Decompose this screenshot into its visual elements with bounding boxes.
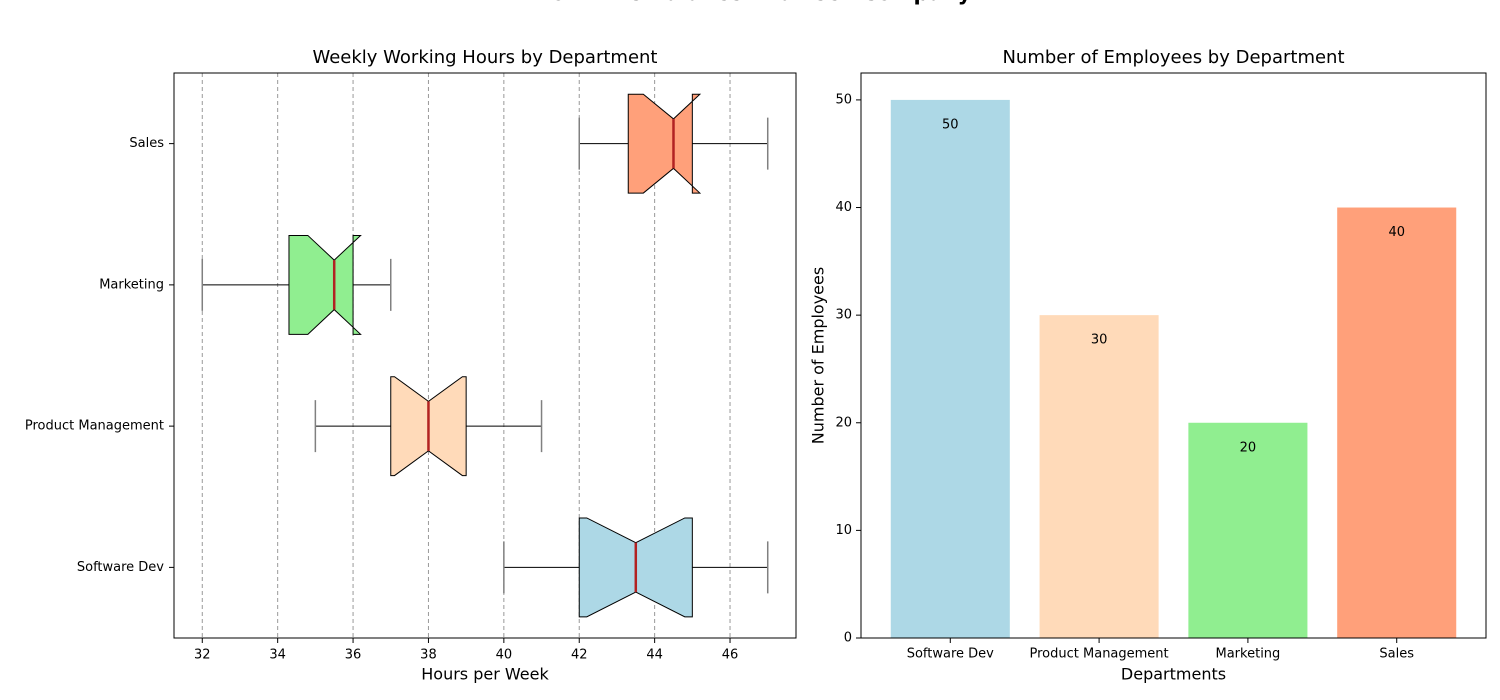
x-tick-label: Marketing [1216,647,1281,662]
x-tick-label: Software Dev [907,647,994,662]
data-label: 20 [1240,440,1257,455]
x-tick-label: 36 [345,648,362,663]
y-tick-label: 20 [835,415,852,430]
box [288,234,362,335]
x-tick-label: 38 [420,648,437,663]
x-tick-label: 40 [496,648,513,663]
plot-frame [860,72,1487,639]
y-tick-label: Sales [129,136,164,151]
bar [890,99,1010,638]
x-tick-label: 42 [571,648,588,663]
y-tick-label: 10 [835,523,852,538]
chart-title: Weekly Working Hours by Department [312,47,657,68]
y-tick-label: Product Management [25,419,164,434]
data-label: 30 [1091,333,1108,348]
bar [1039,315,1159,638]
y-tick-label: 0 [844,631,852,646]
plot-frame [173,72,797,639]
data-label: 50 [942,117,959,132]
y-tick-label: 40 [835,200,852,215]
x-tick-label: Sales [1379,647,1414,662]
y-axis-label: Number of Employees [809,267,828,444]
box [627,93,702,194]
y-tick-label: 30 [835,308,852,323]
y-tick-label: 50 [835,92,852,107]
x-tick-label: Product Management [1030,647,1169,662]
y-tick-label: Software Dev [77,560,164,575]
bar [1188,422,1308,638]
x-axis-label: Departments [1121,665,1226,684]
x-axis-label: Hours per Week [421,665,549,684]
x-tick-label: 46 [722,648,739,663]
x-tick-label: 34 [269,648,286,663]
bar [1337,207,1457,638]
figure-title: Work-Life Balance in a Tech Company [529,0,972,5]
x-tick-label: 32 [194,648,211,663]
x-tick-label: 44 [646,648,663,663]
data-label: 40 [1388,225,1405,240]
y-tick-label: Marketing [99,277,164,292]
chart-title: Number of Employees by Department [1002,47,1344,68]
